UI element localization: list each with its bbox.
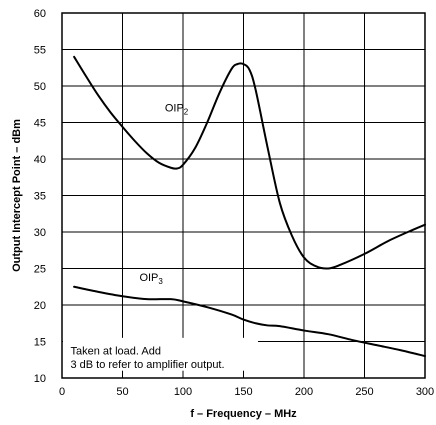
annotation-line-2: 3 dB to refer to amplifier output. (70, 359, 224, 371)
plot-frame (61, 12, 426, 379)
y-tick-label: 45 (34, 118, 46, 130)
y-tick-label: 60 (34, 8, 46, 20)
grid-lines (62, 13, 425, 378)
annotation-note: Taken at load. Add 3 dB to refer to ampl… (63, 337, 259, 371)
x-tick-label: 150 (234, 386, 252, 398)
series-label-oip2: OIP2 (165, 103, 189, 117)
x-tick-labels: 0 50 100 150 200 250 300 (59, 386, 434, 398)
x-tick-label: 250 (355, 386, 373, 398)
x-axis-title: f – Frequency – MHz (190, 408, 297, 420)
y-axis-title: Output Intercept Point – dBm (11, 119, 23, 272)
y-tick-label: 10 (34, 373, 46, 385)
y-tick-label: 50 (34, 81, 46, 93)
x-tick-label: 200 (295, 386, 313, 398)
y-tick-label: 30 (34, 227, 46, 239)
y-tick-labels: 10 15 20 25 30 35 40 45 50 55 60 (34, 8, 46, 385)
series-lines (73, 55, 426, 358)
y-tick-label: 55 (34, 45, 46, 57)
series-line-oip2 (73, 55, 426, 270)
y-tick-label: 20 (34, 300, 46, 312)
series-label-oip3: OIP3 (139, 272, 163, 286)
annotation-line-1: Taken at load. Add (70, 346, 161, 358)
x-tick-label: 50 (116, 386, 128, 398)
x-tick-label: 0 (59, 386, 65, 398)
x-tick-label: 100 (174, 386, 192, 398)
x-tick-label: 300 (416, 386, 434, 398)
y-tick-label: 25 (34, 264, 46, 276)
y-tick-label: 40 (34, 154, 46, 166)
y-tick-label: 35 (34, 191, 46, 203)
annotation-background (63, 337, 259, 371)
series-line-oip3 (73, 285, 426, 358)
y-tick-label: 15 (34, 337, 46, 349)
